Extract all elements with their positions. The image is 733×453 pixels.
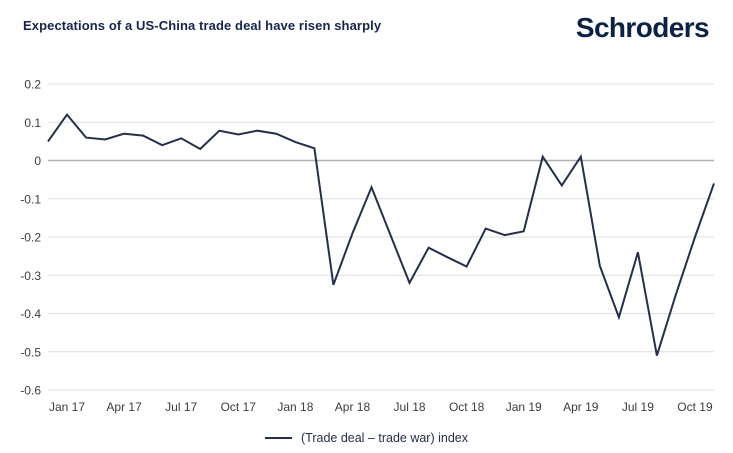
x-tick-label: Jan 17: [49, 400, 85, 414]
chart-title: Expectations of a US-China trade deal ha…: [23, 18, 382, 33]
x-tick-label: Oct 19: [677, 400, 713, 414]
y-tick-label: -0.3: [20, 269, 41, 283]
chart-legend: (Trade deal – trade war) index: [0, 428, 733, 448]
logo-text-pre: Schr: [575, 12, 636, 43]
x-tick-label: Oct 17: [221, 400, 257, 414]
x-tick-label: Apr 17: [106, 400, 142, 414]
y-tick-label: -0.4: [20, 307, 41, 321]
legend-line-swatch: [265, 437, 292, 439]
y-tick-label: -0.2: [20, 231, 41, 245]
x-tick-label: Jul 17: [165, 400, 197, 414]
trade-deal-index-line: [47, 112, 715, 356]
y-tick-label: 0: [34, 154, 41, 168]
y-tick-label: 0.1: [24, 116, 41, 130]
x-tick-label: Jul 19: [622, 400, 654, 414]
y-tick-label: -0.5: [20, 345, 41, 359]
x-tick-label: Apr 19: [563, 400, 599, 414]
x-axis-labels: Jan 17 Apr 17 Jul 17 Oct 17 Jan 18 Apr 18 Jul …: [49, 400, 713, 414]
y-tick-label: -0.1: [20, 192, 41, 206]
x-tick-label: Jan 19: [506, 400, 542, 414]
y-axis-labels: 0.2 0.1 0 -0.1 -0.2 -0.3 -0.4 -0.5 -0.6: [20, 78, 41, 398]
y-tick-label: 0.2: [24, 78, 41, 92]
x-tick-label: Oct 18: [449, 400, 485, 414]
y-tick-label: -0.6: [20, 384, 41, 398]
legend-label: (Trade deal – trade war) index: [301, 431, 468, 445]
series-lines: [47, 112, 715, 356]
logo-text-post: ders: [652, 12, 709, 43]
x-tick-label: Apr 18: [335, 400, 371, 414]
schroders-logo: Schroders: [575, 12, 710, 44]
gridlines: [48, 83, 714, 391]
x-tick-label: Jan 18: [277, 400, 313, 414]
logo-notched-o: o: [635, 12, 653, 43]
x-tick-label: Jul 18: [394, 400, 426, 414]
